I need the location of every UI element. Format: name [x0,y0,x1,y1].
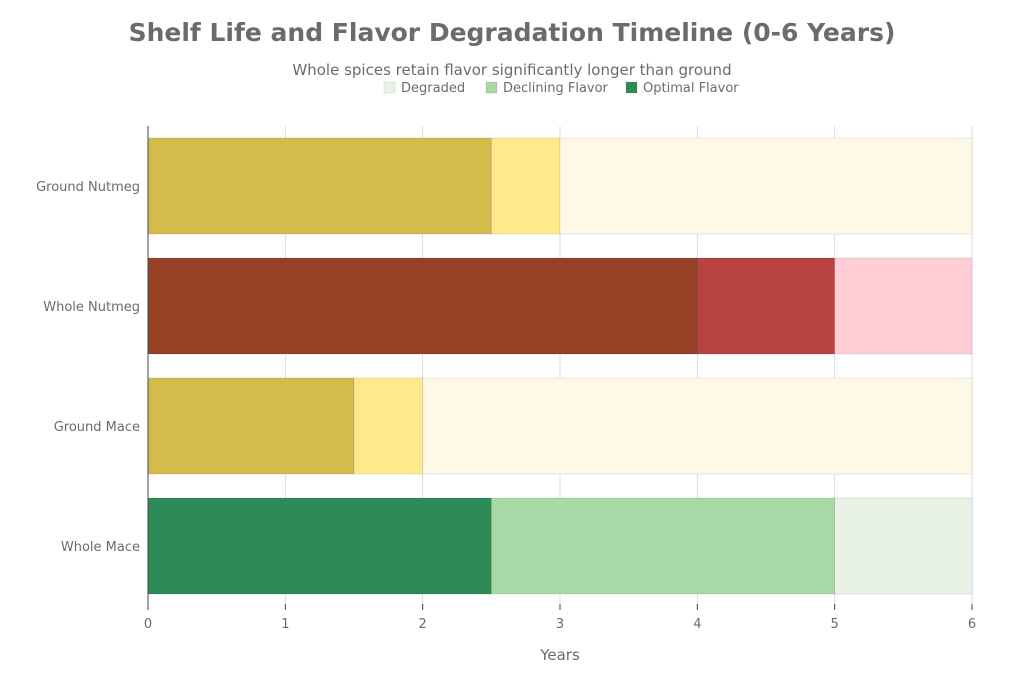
legend-swatch-2[interactable] [625,81,638,94]
x-axis-title: Years [539,646,580,664]
bar-segment-3-1[interactable] [490,497,836,595]
bar-segment-1-0[interactable] [147,257,698,355]
x-tick-label-6: 6 [968,617,976,632]
x-tick-label-1: 1 [281,617,289,632]
legend-swatch-1[interactable] [485,81,498,94]
bar-segment-1-1[interactable] [696,257,836,355]
legend-label-0[interactable]: Degraded [401,81,465,96]
bar-segment-1-2[interactable] [834,257,973,355]
bars [147,137,973,595]
chart-title: Shelf Life and Flavor Degradation Timeli… [128,18,896,47]
bar-segment-0-1[interactable] [490,137,561,235]
x-tick-label-3: 3 [556,617,564,632]
category-label-1: Whole Nutmeg [43,300,140,315]
chart-subtitle: Whole spices retain flavor significantly… [292,61,732,79]
x-tick-label-2: 2 [419,617,427,632]
x-tick-label-4: 4 [693,617,701,632]
x-tick-labels: 0 1 2 3 4 5 6 [144,604,976,632]
bar-segment-0-2[interactable] [559,137,973,235]
bar-segment-3-2[interactable] [834,497,973,595]
bar-segment-2-2[interactable] [422,377,973,475]
category-label-3: Whole Mace [61,540,140,555]
category-label-2: Ground Mace [54,420,140,435]
x-tick-label-0: 0 [144,617,152,632]
bar-segment-0-0[interactable] [147,137,492,235]
bar-segment-3-0[interactable] [147,497,492,595]
legend-label-2[interactable]: Optimal Flavor [643,81,739,96]
legend-label-1[interactable]: Declining Flavor [503,81,609,96]
category-labels: Ground Nutmeg Whole Nutmeg Ground Mace Whol… [36,180,140,555]
legend[interactable]: Degraded Declining Flavor Optimal Flavor [383,81,739,96]
x-tick-label-5: 5 [831,617,839,632]
bar-segment-2-1[interactable] [353,377,424,475]
category-label-0: Ground Nutmeg [36,180,140,195]
legend-swatch-0[interactable] [383,81,396,94]
bar-segment-2-0[interactable] [147,377,355,475]
